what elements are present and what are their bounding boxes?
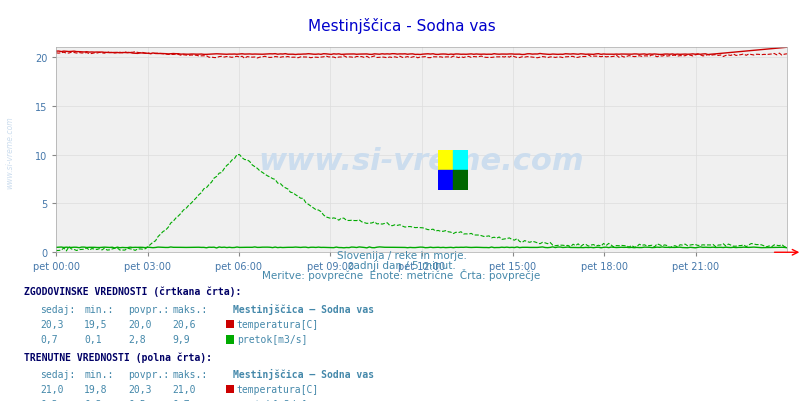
Text: pretok[m3/s]: pretok[m3/s] xyxy=(237,334,307,344)
Text: 20,6: 20,6 xyxy=(172,319,196,329)
Text: 0,3: 0,3 xyxy=(40,399,58,401)
Text: 20,3: 20,3 xyxy=(128,384,152,394)
Text: TRENUTNE VREDNOSTI (polna črta):: TRENUTNE VREDNOSTI (polna črta): xyxy=(24,351,212,362)
Text: 0,5: 0,5 xyxy=(128,399,146,401)
Text: 20,3: 20,3 xyxy=(40,319,63,329)
Text: 20,0: 20,0 xyxy=(128,319,152,329)
Text: Slovenija / reke in morje.: Slovenija / reke in morje. xyxy=(336,251,466,261)
Bar xyxy=(452,170,468,190)
Text: pretok[m3/s]: pretok[m3/s] xyxy=(237,399,307,401)
Text: maks.:: maks.: xyxy=(172,304,208,314)
Bar xyxy=(437,150,452,170)
Text: 0,3: 0,3 xyxy=(84,399,102,401)
Text: Mestinjščica – Sodna vas: Mestinjščica – Sodna vas xyxy=(233,303,374,314)
Bar xyxy=(437,170,452,190)
Text: Mestinjščica – Sodna vas: Mestinjščica – Sodna vas xyxy=(233,368,374,379)
Bar xyxy=(452,150,468,170)
Text: www.si-vreme.com: www.si-vreme.com xyxy=(258,146,584,175)
Text: sedaj:: sedaj: xyxy=(40,369,75,379)
Text: povpr.:: povpr.: xyxy=(128,369,169,379)
Text: 21,0: 21,0 xyxy=(172,384,196,394)
Text: sedaj:: sedaj: xyxy=(40,304,75,314)
Text: 0,7: 0,7 xyxy=(172,399,190,401)
Text: Mestinjščica - Sodna vas: Mestinjščica - Sodna vas xyxy=(307,18,495,34)
Text: 19,5: 19,5 xyxy=(84,319,107,329)
Text: min.:: min.: xyxy=(84,304,114,314)
Text: maks.:: maks.: xyxy=(172,369,208,379)
Text: temperatura[C]: temperatura[C] xyxy=(237,384,318,394)
Text: zadnji dan / 5 minut.: zadnji dan / 5 minut. xyxy=(347,261,455,271)
Text: 0,7: 0,7 xyxy=(40,334,58,344)
Text: 2,8: 2,8 xyxy=(128,334,146,344)
Text: 21,0: 21,0 xyxy=(40,384,63,394)
Text: ZGODOVINSKE VREDNOSTI (črtkana črta):: ZGODOVINSKE VREDNOSTI (črtkana črta): xyxy=(24,286,241,297)
Text: 9,9: 9,9 xyxy=(172,334,190,344)
Text: Meritve: povprečne  Enote: metrične  Črta: povprečje: Meritve: povprečne Enote: metrične Črta:… xyxy=(262,269,540,281)
Text: 0,1: 0,1 xyxy=(84,334,102,344)
Text: povpr.:: povpr.: xyxy=(128,304,169,314)
Text: www.si-vreme.com: www.si-vreme.com xyxy=(5,116,14,188)
Text: 19,8: 19,8 xyxy=(84,384,107,394)
Text: temperatura[C]: temperatura[C] xyxy=(237,319,318,329)
Text: min.:: min.: xyxy=(84,369,114,379)
